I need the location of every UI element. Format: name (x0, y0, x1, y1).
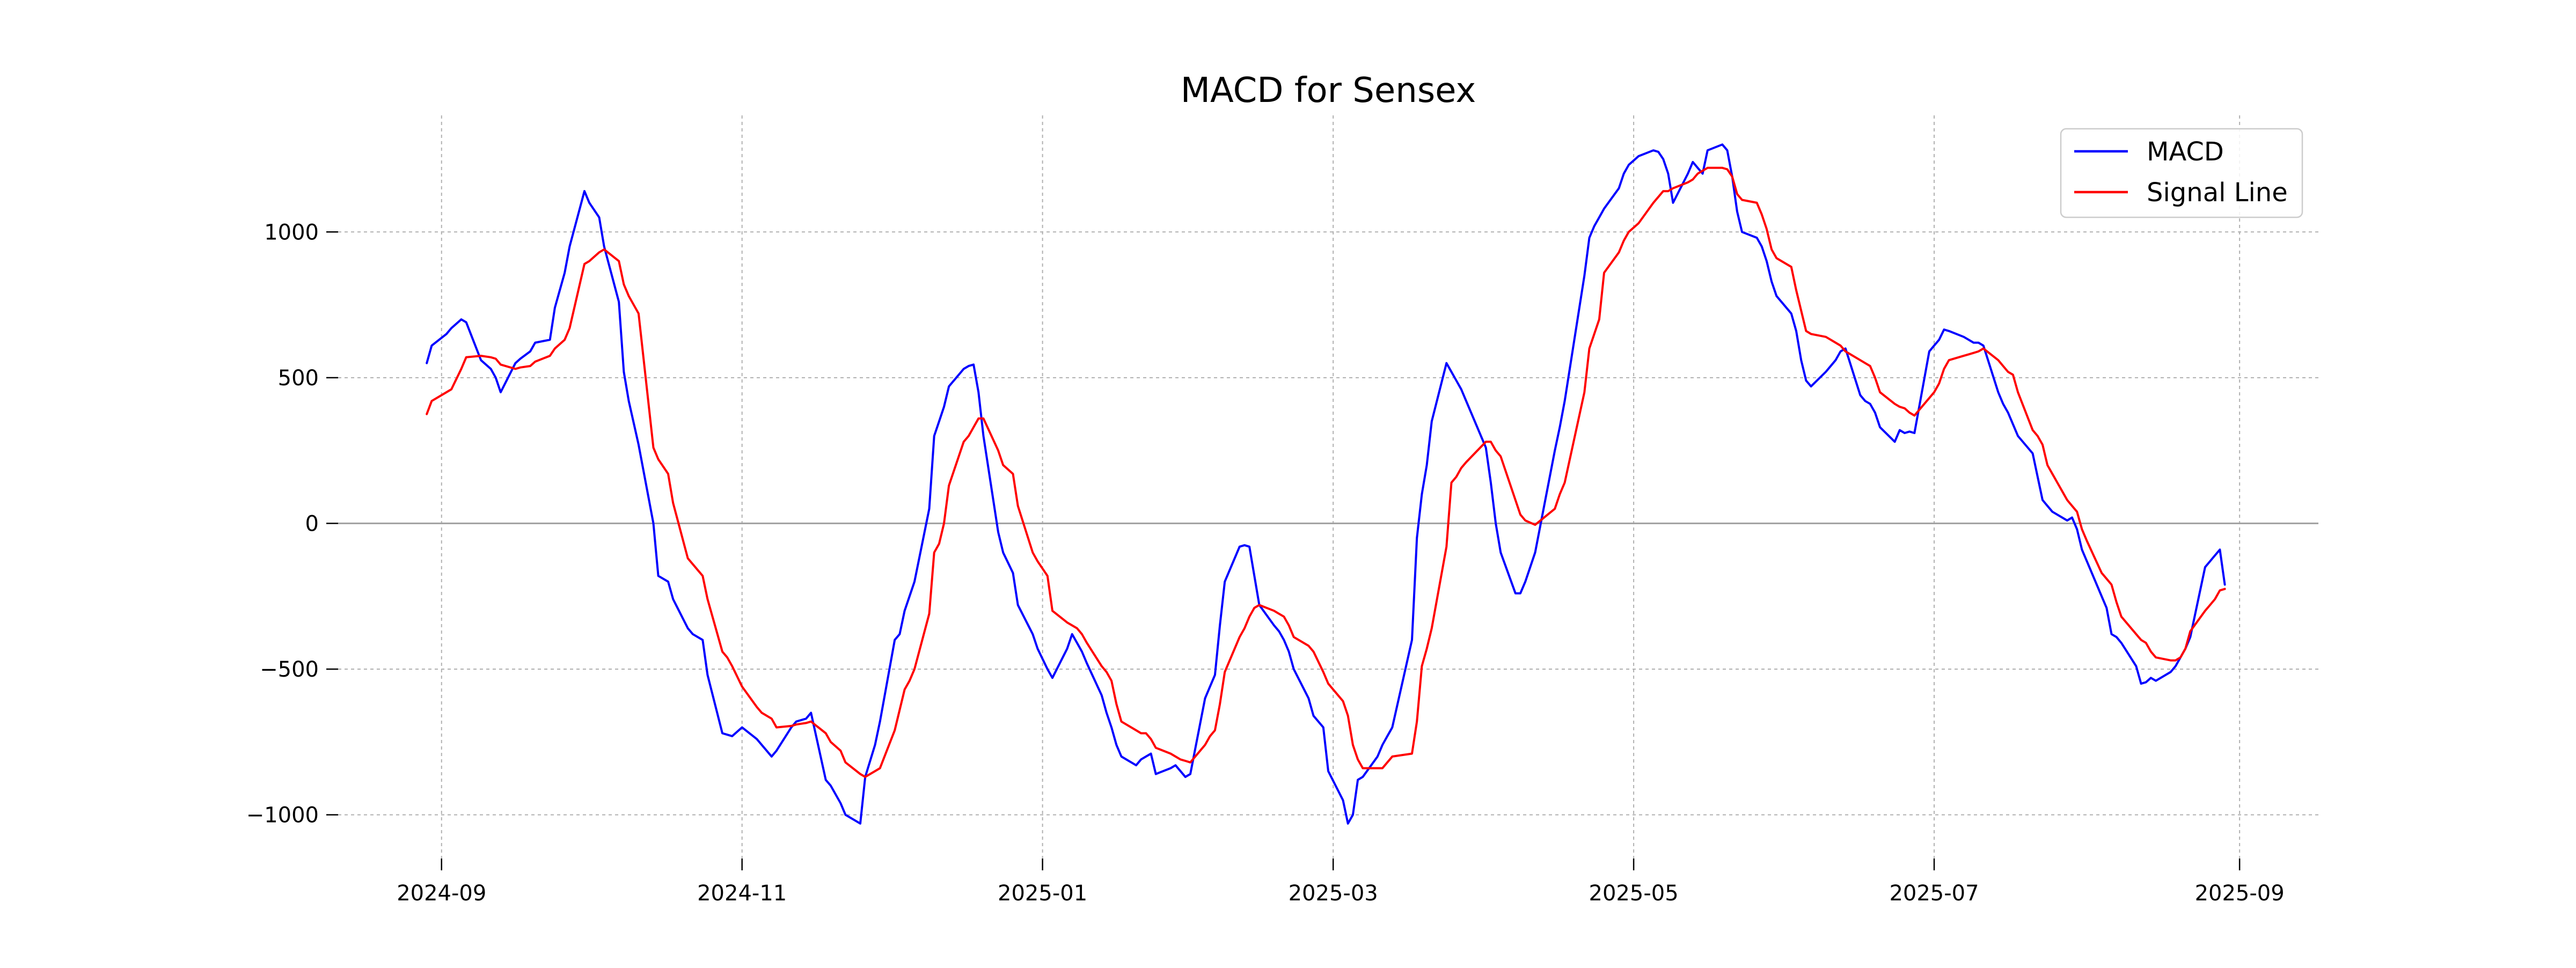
legend-label: MACD (2147, 137, 2224, 167)
x-tick-label: 2025-05 (1589, 881, 1679, 906)
chart-title: MACD for Sensex (1181, 71, 1476, 111)
x-tick-label: 2025-03 (1289, 881, 1378, 906)
grid-layer (338, 115, 2318, 859)
x-tick-label: 2024-09 (397, 881, 486, 906)
x-tick-label: 2025-09 (2195, 881, 2285, 906)
legend: MACD Signal Line (2060, 128, 2303, 218)
series-layer (426, 143, 2226, 825)
x-tick-label: 2025-01 (998, 881, 1087, 906)
legend-label: Signal Line (2147, 178, 2288, 208)
y-tick-label: 500 (278, 366, 319, 391)
y-tick-label: −500 (260, 657, 319, 682)
y-tick-label: 0 (305, 511, 319, 536)
y-tick-label: −1000 (246, 803, 319, 828)
x-tick-label: 2025-07 (1889, 881, 1979, 906)
x-tick-label: 2024-11 (697, 881, 787, 906)
series-line-signal (426, 166, 2226, 778)
y-tick-label: 1000 (264, 220, 319, 245)
series-line-macd (426, 143, 2226, 825)
axes-layer: −1000 −500 0 500 1000 2024-09 2024-11 2025-01 20… (246, 220, 2285, 906)
